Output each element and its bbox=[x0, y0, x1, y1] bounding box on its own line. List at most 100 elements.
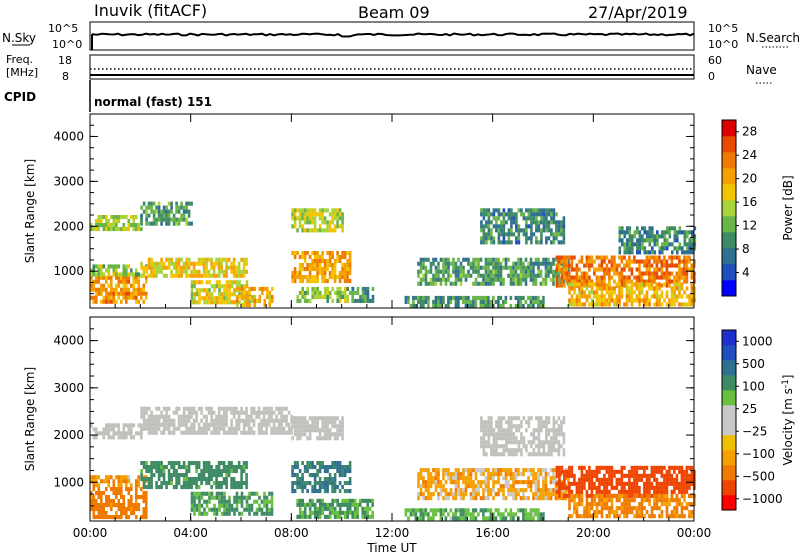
scatter-cell bbox=[557, 224, 561, 229]
scatter-cell bbox=[303, 510, 307, 515]
scatter-cell bbox=[303, 420, 307, 425]
scatter-cell bbox=[132, 295, 136, 300]
scatter-cell bbox=[678, 481, 681, 486]
scatter-cell bbox=[90, 499, 93, 504]
scatter-cell bbox=[190, 284, 194, 289]
scatter-cell bbox=[655, 271, 659, 276]
scatter-cell bbox=[678, 279, 681, 284]
colorbar-tick-label: 28 bbox=[742, 125, 757, 139]
scatter-cell bbox=[598, 498, 601, 503]
scatter-cell bbox=[100, 291, 103, 296]
scatter-cell bbox=[628, 250, 632, 255]
scatter-region bbox=[90, 487, 148, 520]
scatter-cell bbox=[127, 503, 131, 508]
scatter-cell bbox=[670, 489, 674, 494]
scatter-cell bbox=[157, 465, 161, 470]
scatter-cell bbox=[686, 242, 689, 247]
scatter-cell bbox=[492, 440, 496, 445]
scatter-cell bbox=[638, 290, 641, 295]
scatter-cell bbox=[507, 436, 511, 441]
scatter-cell bbox=[504, 484, 508, 489]
scatter-cell bbox=[542, 424, 546, 429]
scatter-cell bbox=[558, 465, 561, 470]
scatter-cell bbox=[326, 432, 329, 437]
scatter-cell bbox=[132, 223, 136, 228]
scatter-cell bbox=[653, 238, 657, 243]
scatter-cell bbox=[318, 432, 322, 437]
scatter-cell bbox=[323, 420, 327, 425]
scatter-cell bbox=[343, 473, 347, 478]
scatter-cell bbox=[147, 205, 151, 210]
scatter-cell bbox=[313, 485, 317, 490]
scatter-cell bbox=[603, 255, 606, 260]
scatter-cell bbox=[683, 255, 686, 260]
scatter-cell bbox=[676, 250, 679, 255]
scatter-cell bbox=[608, 267, 611, 272]
scatter-cell bbox=[301, 224, 304, 229]
scatter-cell bbox=[326, 506, 329, 511]
scatter-cell bbox=[469, 484, 473, 489]
scatter-cell bbox=[223, 495, 226, 500]
scatter-cell bbox=[670, 255, 674, 260]
scatter-cell bbox=[570, 282, 574, 287]
scatter-cell bbox=[187, 209, 191, 214]
scatter-cell bbox=[157, 269, 161, 274]
scatter-cell bbox=[580, 282, 584, 287]
scatter-cell bbox=[280, 410, 283, 415]
scatter-cell bbox=[492, 224, 496, 229]
scatter-cell bbox=[474, 472, 478, 477]
scatter-cell bbox=[675, 465, 679, 470]
scatter-cell bbox=[202, 465, 206, 470]
scatter-cell bbox=[105, 475, 108, 480]
scatter-cell bbox=[407, 516, 410, 521]
scatter-cell bbox=[462, 273, 465, 278]
scatter-cell bbox=[544, 476, 548, 481]
scatter-cell bbox=[490, 416, 493, 421]
scatter-cell bbox=[542, 208, 546, 213]
scatter-cell bbox=[172, 473, 176, 478]
scatter-cell bbox=[162, 261, 166, 266]
scatter-cell bbox=[225, 261, 228, 266]
scatter-cell bbox=[625, 302, 629, 307]
scatter-cell bbox=[205, 288, 209, 293]
scatter-cell bbox=[125, 272, 128, 277]
scatter-cell bbox=[260, 422, 263, 427]
scatter-cell bbox=[122, 287, 126, 292]
scatter-cell bbox=[185, 265, 188, 270]
scatter-cell bbox=[293, 428, 297, 433]
scatter-cell bbox=[573, 298, 576, 303]
scatter-cell bbox=[341, 290, 344, 295]
scatter-cell bbox=[356, 286, 360, 291]
scatter-cell bbox=[135, 275, 138, 280]
scatter-cell bbox=[187, 414, 191, 419]
scatter-cell bbox=[618, 294, 621, 299]
scatter-cell bbox=[568, 279, 571, 284]
scatter-cell bbox=[316, 294, 319, 299]
scatter-cell bbox=[296, 465, 299, 470]
scatter-cell bbox=[190, 269, 193, 274]
scatter-cell bbox=[605, 502, 609, 507]
scatter-cell bbox=[301, 502, 304, 507]
scatter-cell bbox=[474, 299, 478, 304]
scatter-cell bbox=[200, 469, 203, 474]
scatter-cell bbox=[210, 273, 213, 278]
scatter-cell bbox=[610, 263, 614, 268]
scatter-cell bbox=[580, 481, 584, 486]
scatter-cell bbox=[311, 251, 314, 256]
scatter-cell bbox=[291, 208, 294, 213]
scatter-cell bbox=[590, 469, 594, 474]
scatter-cell bbox=[675, 506, 679, 511]
scatter-cell bbox=[529, 508, 533, 513]
scatter-cell bbox=[90, 272, 93, 277]
scatter-cell bbox=[472, 508, 475, 513]
scatter-cell bbox=[588, 302, 591, 307]
scatter-cell bbox=[303, 481, 307, 486]
scatter-cell bbox=[615, 498, 619, 503]
scatter-region bbox=[568, 494, 696, 519]
scatter-cell bbox=[424, 480, 428, 485]
scatter-cell bbox=[142, 465, 146, 470]
scatter-cell bbox=[346, 271, 349, 276]
scatter-cell bbox=[655, 302, 659, 307]
scatter-cell bbox=[142, 477, 146, 482]
scatter-cell bbox=[331, 510, 334, 515]
